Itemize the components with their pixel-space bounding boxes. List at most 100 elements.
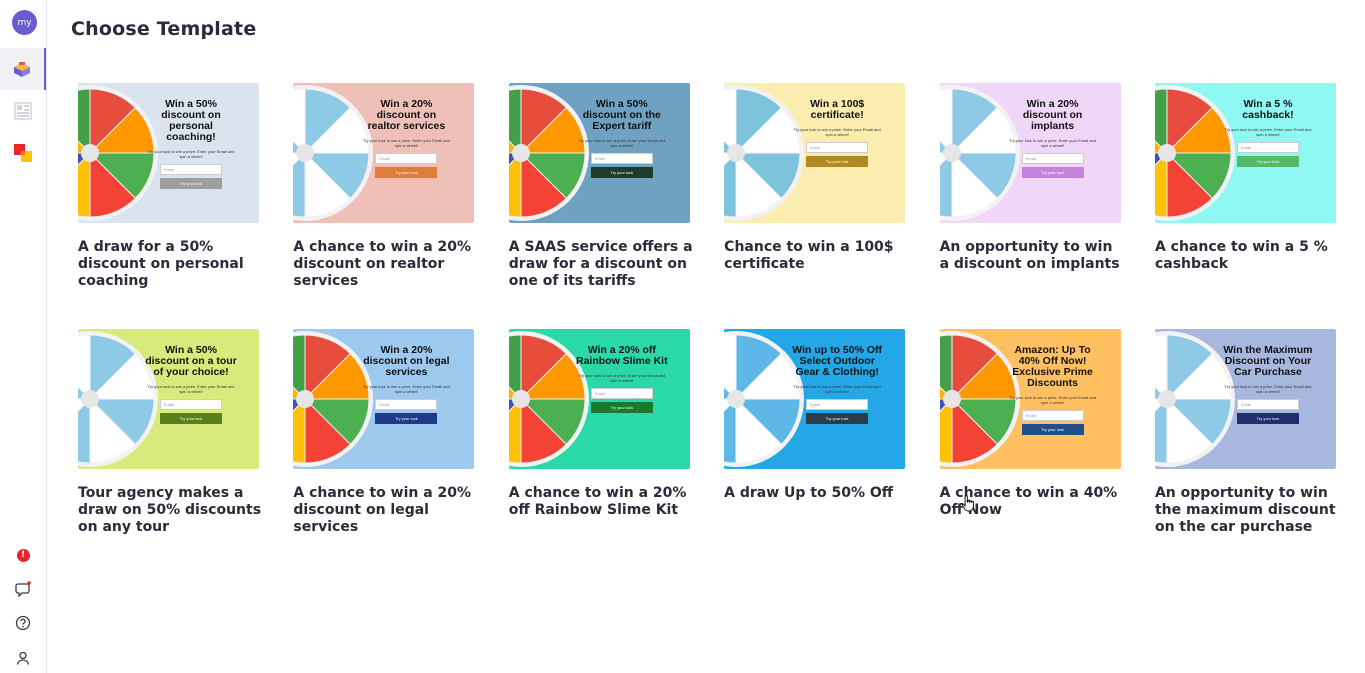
template-thumbnail[interactable]: Win a 50% discount on a tour of your cho…	[78, 329, 259, 469]
promo-email-field: Email	[590, 153, 653, 164]
promo-panel: Win a 50% discount on personal coaching!…	[145, 99, 237, 189]
template-title[interactable]: A draw for a 50% discount on personal co…	[78, 239, 244, 289]
prize-wheel-icon	[1154, 85, 1235, 221]
template-card[interactable]: Win a 5 % cashback! Try your luck to win …	[1154, 83, 1336, 329]
template-thumbnail[interactable]: Win a 20% off Rainbow Slime Kit Try your …	[508, 329, 690, 469]
template-card[interactable]: Win a 50% discount on a tour of your cho…	[78, 329, 261, 575]
promo-email-field: Email	[160, 164, 222, 175]
prize-wheel-icon	[293, 85, 374, 221]
promo-headline: Win a 20% discount on legal services	[363, 344, 450, 378]
prize-wheel-icon	[939, 331, 1020, 467]
template-title[interactable]: A chance to win a 5 % cashback	[1154, 239, 1328, 272]
template-card[interactable]: Win a 20% discount on legal services Try …	[293, 329, 475, 575]
template-title[interactable]: Chance to win a 100$ certificate	[724, 239, 894, 272]
promo-subline: Try your luck to win a prize. Enter your…	[793, 127, 881, 137]
promo-subline: Try your luck to win a prize. Enter your…	[1224, 384, 1312, 394]
template-card[interactable]: Win the Maximum Discount on Your Car Pur…	[1154, 329, 1336, 575]
promo-headline: Win a 20% discount on implants	[1022, 98, 1083, 132]
template-title[interactable]: Tour agency makes a draw on 50% discount…	[78, 485, 262, 535]
template-card[interactable]: Amazon: Up To 40% Off Now! Exclusive Pri…	[939, 329, 1121, 575]
user-icon	[16, 651, 30, 665]
promo-try-button: Try your luck	[160, 178, 222, 189]
profile-button[interactable]	[0, 646, 46, 670]
alerts-button[interactable]: !	[0, 543, 46, 567]
promo-subline: Try your luck to win a prize. Enter your…	[362, 138, 450, 148]
promo-email-field: Email	[1021, 153, 1084, 164]
promo-email-field: Email	[1236, 142, 1299, 153]
shapes-icon	[14, 144, 32, 162]
help-button[interactable]	[0, 611, 46, 635]
promo-panel: Win the Maximum Discount on Your Car Pur…	[1222, 345, 1314, 424]
template-thumbnail[interactable]: Win a 50% discount on personal coaching!…	[78, 83, 259, 223]
promo-email-field: Email	[375, 399, 438, 410]
template-title[interactable]: A SAAS service offers a draw for a disco…	[508, 239, 693, 289]
prize-wheel-icon	[1154, 331, 1235, 467]
promo-try-button: Try your luck	[1021, 167, 1084, 178]
promo-headline: Win the Maximum Discount on Your Car Pur…	[1223, 344, 1313, 378]
promo-try-button: Try your luck	[806, 413, 869, 424]
template-thumbnail[interactable]: Win a 20% discount on implants Try your l…	[939, 83, 1121, 223]
promo-try-button: Try your luck	[1021, 424, 1084, 435]
avatar[interactable]: my	[12, 10, 37, 35]
promo-headline: Win a 50% discount on personal coaching!	[161, 98, 221, 143]
promo-subline: Try your luck to win a prize. Enter your…	[147, 384, 235, 394]
promo-try-button: Try your luck	[806, 156, 869, 167]
promo-headline: Win up to 50% Off Select Outdoor Gear & …	[792, 344, 883, 378]
sidebar-item-shapes[interactable]	[0, 132, 46, 174]
template-thumbnail[interactable]: Win the Maximum Discount on Your Car Pur…	[1154, 329, 1336, 469]
promo-try-button: Try your luck	[1236, 156, 1299, 167]
prize-wheel-icon	[508, 85, 589, 221]
template-title[interactable]: An opportunity to win the maximum discou…	[1154, 485, 1336, 535]
template-thumbnail[interactable]: Win a 20% discount on realtor services Tr…	[293, 83, 475, 223]
promo-panel: Win a 100$ certificate! Try your luck to …	[791, 99, 883, 167]
sidebar-item-layouts[interactable]	[0, 90, 46, 132]
promo-headline: Win a 100$ certificate!	[810, 98, 865, 121]
template-grid: Win a 50% discount on personal coaching!…	[78, 83, 1336, 575]
promo-subline: Try your luck to win a prize. Enter your…	[147, 149, 235, 159]
promo-panel: Amazon: Up To 40% Off Now! Exclusive Pri…	[1007, 345, 1099, 435]
promo-try-button: Try your luck	[590, 167, 653, 178]
template-card[interactable]: Win a 50% discount on the Expert tariff T…	[508, 83, 693, 329]
layout-icon	[14, 102, 32, 120]
template-card[interactable]: Win a 100$ certificate! Try your luck to …	[724, 83, 906, 329]
template-title[interactable]: A chance to win a 20% discount on realto…	[293, 239, 472, 289]
prize-wheel-icon	[724, 85, 805, 221]
template-thumbnail[interactable]: Win a 20% discount on legal services Try …	[293, 329, 475, 469]
template-title[interactable]: A chance to win a 20% off Rainbow Slime …	[508, 485, 687, 518]
promo-subline: Try your luck to win a prize. Enter your…	[362, 384, 450, 394]
template-card[interactable]: Win a 20% off Rainbow Slime Kit Try your …	[508, 329, 690, 575]
template-card[interactable]: Win a 20% discount on realtor services Tr…	[293, 83, 475, 329]
template-thumbnail[interactable]: Win up to 50% Off Select Outdoor Gear & …	[724, 329, 906, 469]
promo-headline: Win a 50% discount on a tour of your cho…	[145, 344, 237, 378]
template-card[interactable]: Win up to 50% Off Select Outdoor Gear & …	[724, 329, 906, 575]
promo-email-field: Email	[590, 388, 653, 399]
hand-cursor-icon	[962, 495, 974, 512]
promo-panel: Win up to 50% Off Select Outdoor Gear & …	[791, 345, 883, 424]
promo-try-button: Try your luck	[160, 413, 222, 424]
promo-subline: Try your luck to win a prize. Enter your…	[1224, 127, 1312, 137]
promo-subline: Try your luck to win a prize. Enter your…	[1009, 138, 1097, 148]
promo-panel: Win a 50% discount on a tour of your cho…	[145, 345, 237, 424]
template-thumbnail[interactable]: Win a 100$ certificate! Try your luck to …	[724, 83, 906, 223]
template-title[interactable]: An opportunity to win a discount on impl…	[939, 239, 1120, 272]
promo-panel: Win a 20% discount on legal services Try …	[360, 345, 452, 424]
template-title[interactable]: A draw Up to 50% Off	[724, 485, 894, 501]
promo-subline: Try your luck to win a prize. Enter your…	[578, 373, 666, 383]
page-title: Choose Template	[71, 18, 257, 40]
template-thumbnail[interactable]: Win a 5 % cashback! Try your luck to win …	[1154, 83, 1336, 223]
promo-headline: Amazon: Up To 40% Off Now! Exclusive Pri…	[1012, 344, 1093, 389]
template-title[interactable]: A chance to win a 20% discount on legal …	[293, 485, 472, 535]
template-thumbnail[interactable]: Win a 50% discount on the Expert tariff T…	[508, 83, 690, 223]
sidebar: my !	[0, 0, 47, 673]
promo-try-button: Try your luck	[375, 413, 438, 424]
promo-try-button: Try your luck	[590, 402, 653, 413]
promo-panel: Win a 50% discount on the Expert tariff T…	[576, 99, 668, 178]
chat-button[interactable]	[0, 577, 46, 601]
template-card[interactable]: Win a 50% discount on personal coaching!…	[78, 83, 259, 329]
template-card[interactable]: Win a 20% discount on implants Try your l…	[939, 83, 1121, 329]
chat-icon	[15, 581, 31, 597]
sidebar-item-templates[interactable]	[0, 48, 46, 90]
promo-subline: Try your luck to win a prize. Enter your…	[793, 384, 881, 394]
promo-email-field: Email	[1236, 399, 1299, 410]
template-thumbnail[interactable]: Amazon: Up To 40% Off Now! Exclusive Pri…	[939, 329, 1121, 469]
